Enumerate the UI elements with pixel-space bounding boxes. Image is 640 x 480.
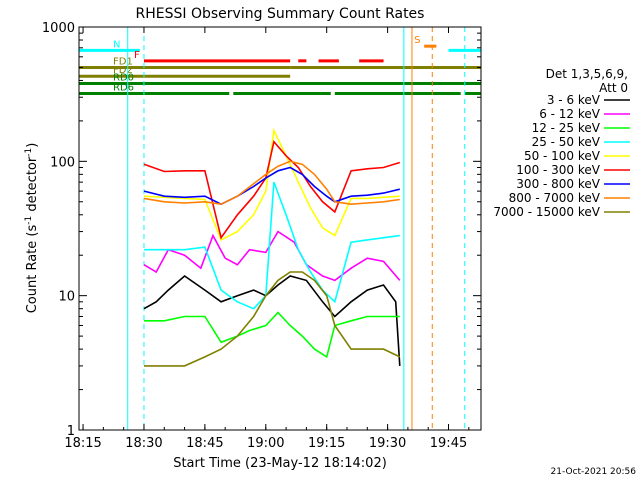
x-axis-label: Start Time (23-May-12 18:14:02) [173,456,387,471]
legend-label-8: 7000 - 15000 keV [493,205,600,219]
x-tick-label-5: 19:30 [369,436,406,451]
series-line-8 [144,271,401,367]
series-line-5 [143,139,401,240]
series-line-0 [143,274,401,366]
flag-label-fd2: FD2 [113,65,133,76]
legend-header-line2: Att 0 [599,81,628,95]
y-tick-label-1: 10 [58,290,75,305]
y-axis-ticks: 1 10 100 1000 [42,21,481,439]
x-tick-label-0: 18:15 [64,436,101,451]
timestamp-label: 21-Oct-2021 20:56 [551,467,637,477]
legend-label-7: 800 - 7000 keV [509,191,601,205]
x-tick-label-4: 19:15 [308,436,345,451]
y-axis-label: Count Rate (s-1 detector-1) [24,143,40,314]
vertical-markers [127,27,466,430]
legend-label-3: 25 - 50 keV [532,135,601,149]
series-line-3 [144,181,400,310]
series-line-6 [143,166,400,206]
plot-frame [78,26,482,431]
x-tick-label-3: 19:00 [247,436,284,451]
legend-label-0: 3 - 6 keV [547,93,601,107]
x-tick-label-1: 18:30 [125,436,162,451]
flag-label-rd0: RD0 [113,72,134,83]
series-line-2 [144,311,400,359]
y-tick-label-2: 100 [50,155,75,170]
flag-label-rd6: RD6 [113,82,134,93]
series-line-1 [143,230,401,282]
flag-label-fd1: FD1 [113,56,133,67]
legend-label-1: 6 - 12 keV [539,107,601,121]
legend-label-4: 50 - 100 keV [524,149,601,163]
chart-title: RHESSI Observing Summary Count Rates [136,6,425,22]
legend-label-5: 100 - 300 keV [516,163,600,177]
y-tick-label-0: 1 [67,424,75,439]
series-line-4 [143,127,400,242]
y-tick-label-3: 1000 [42,21,75,36]
x-tick-label-6: 19:45 [430,436,467,451]
flag-label-f: F [134,50,140,61]
series-lines [143,127,401,367]
x-tick-label-2: 18:45 [186,436,223,451]
flag-label-n: N [113,39,120,50]
series-line-7 [143,160,400,206]
legend-label-2: 12 - 25 keV [532,121,601,135]
legend-header-line1: Det 1,3,5,6,9, [546,67,628,81]
flag-label-s: S [414,35,420,46]
x-axis-ticks: 18:15 18:30 18:45 19:00 19:15 19:30 19:45 [64,27,470,451]
legend-label-6: 300 - 800 keV [516,177,600,191]
